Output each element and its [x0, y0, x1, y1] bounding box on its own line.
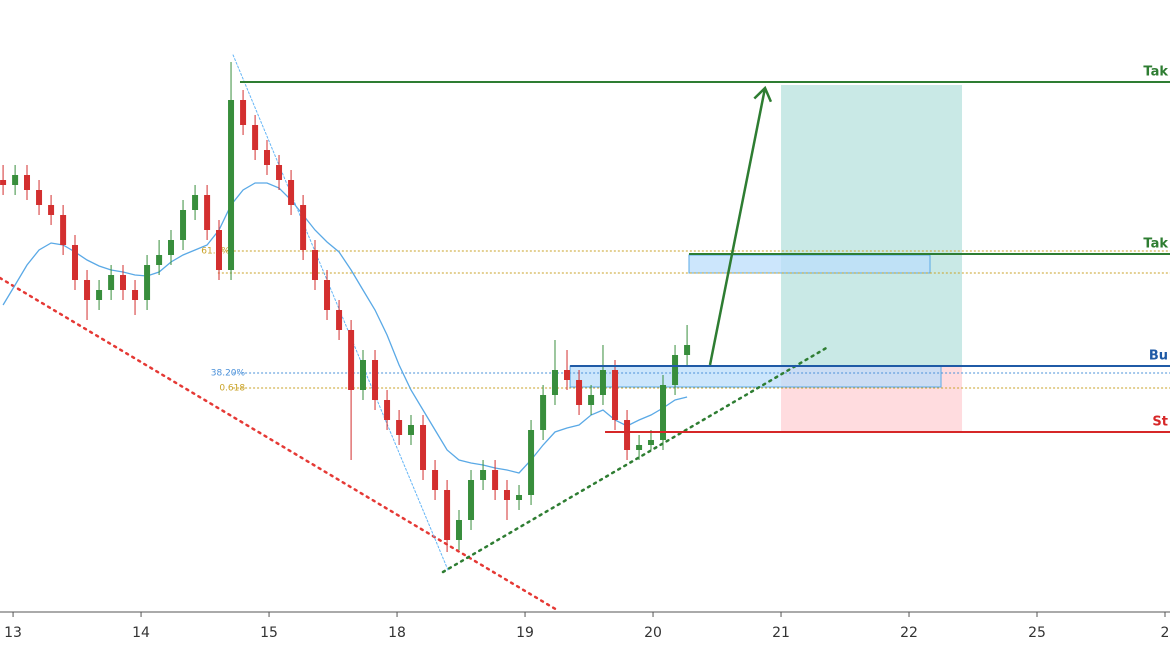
x-tick-label: 18 [388, 625, 406, 641]
candle-body [120, 275, 127, 290]
candle-body [444, 490, 451, 540]
candle-body [624, 420, 631, 450]
fib-label: 38.20% [211, 369, 246, 379]
candle-body [684, 345, 691, 355]
level-label: Tak [1143, 65, 1168, 80]
candle-body [647, 440, 654, 445]
zone [569, 365, 942, 388]
candle-body [263, 150, 270, 165]
x-tick-label: 13 [4, 625, 22, 641]
level-label: Bu [1149, 349, 1168, 364]
candle-body [36, 190, 43, 205]
candle-body [12, 175, 19, 185]
candle-body [551, 370, 558, 395]
candle-body [359, 360, 366, 390]
candle-body [204, 195, 211, 230]
x-tick-label: 15 [260, 625, 278, 641]
candle-body [432, 470, 439, 490]
candle-body [324, 280, 331, 310]
candle-body [407, 425, 414, 435]
x-tick-label: 20 [644, 625, 662, 641]
candle-body [132, 290, 139, 300]
candle-body [660, 385, 667, 440]
candle-body [60, 215, 67, 245]
moving-average [2, 182, 688, 474]
candle-body [576, 380, 583, 405]
candle-body [24, 175, 31, 190]
candle-body [564, 370, 571, 380]
candle-body [420, 425, 427, 470]
candle-body [492, 470, 499, 490]
candle-body [288, 180, 295, 205]
candle-body [311, 250, 318, 280]
candle-body [84, 280, 91, 300]
candle-body [252, 125, 259, 150]
candle-body [168, 240, 175, 255]
candle-body [672, 355, 679, 385]
fib-label: 61.8% [201, 247, 230, 257]
arrow-head [753, 85, 773, 103]
trendline [0, 276, 559, 612]
candle-body [372, 360, 379, 400]
candle-body [96, 290, 103, 300]
candle-body [468, 480, 475, 520]
candle-body [108, 275, 115, 290]
level-label: St [1152, 415, 1168, 430]
x-tick-label: 2 [1161, 625, 1170, 641]
candle-body [336, 310, 343, 330]
x-tick-label: 14 [132, 625, 150, 641]
fib-label: 0.618 [219, 384, 245, 394]
candle-body [144, 265, 151, 300]
trendline [441, 345, 830, 574]
candle-body [599, 370, 606, 395]
x-tick-label: 21 [772, 625, 790, 641]
candle-body [228, 100, 235, 270]
candle-body [516, 495, 523, 500]
candle-body [588, 395, 595, 405]
candle-body [276, 165, 283, 180]
zone [781, 85, 963, 366]
arrow-shaft [708, 87, 767, 366]
candle-body [156, 255, 163, 265]
candle-body [540, 395, 547, 430]
candle-body [455, 520, 462, 540]
candle-body [503, 490, 510, 500]
candle-body [72, 245, 79, 280]
candle-body [240, 100, 247, 125]
candle-body [384, 400, 391, 420]
candle-body [348, 330, 355, 390]
level-label: Tak [1143, 237, 1168, 252]
zone [688, 254, 931, 274]
candle-body [480, 470, 487, 480]
candle-body [192, 195, 199, 210]
candle-body [0, 180, 7, 185]
candle-body [300, 205, 307, 250]
candle-body [215, 230, 222, 270]
candle-body [528, 430, 535, 495]
x-tick-label: 22 [900, 625, 918, 641]
candle-body [612, 370, 619, 420]
candle-body [180, 210, 187, 240]
x-tick-label: 25 [1028, 625, 1046, 641]
trendline [232, 54, 449, 571]
candle-body [396, 420, 403, 435]
x-tick-label: 19 [516, 625, 534, 641]
candle-body [636, 445, 643, 450]
candle-body [48, 205, 55, 215]
